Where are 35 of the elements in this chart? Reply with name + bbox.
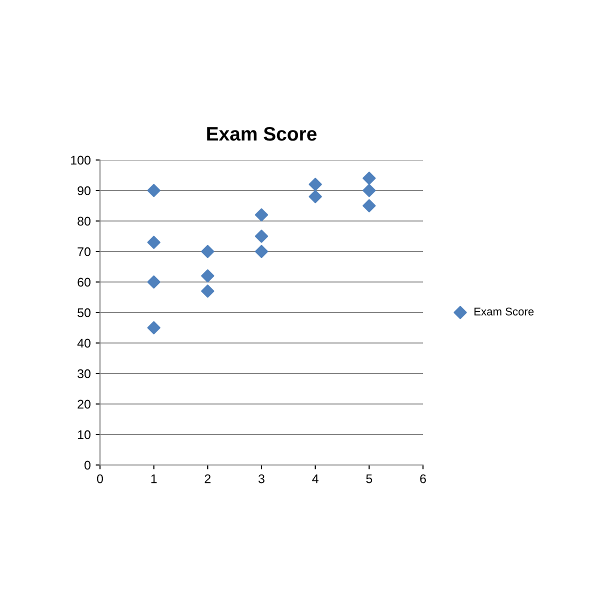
- point: [254, 244, 268, 258]
- point: [147, 321, 160, 334]
- chart-title: Exam Score: [207, 126, 317, 141]
- point: [362, 199, 376, 212]
- y-tick-label: 90: [78, 186, 90, 196]
- point: [308, 178, 322, 191]
- point: [147, 236, 160, 249]
- y-tick-label: 0: [84, 460, 90, 470]
- x-tick-label: 0: [97, 474, 103, 484]
- y-tick-label: 10: [78, 430, 90, 440]
- x-tick-label: 2: [204, 474, 211, 484]
- y-tick-label: 70: [78, 247, 90, 256]
- y-tick-label: 20: [78, 400, 90, 409]
- x-tick-label: 5: [366, 474, 372, 484]
- y-tick-label: 80: [78, 216, 90, 226]
- point: [254, 208, 268, 222]
- y-tick-label: 60: [78, 278, 90, 287]
- point: [362, 172, 376, 185]
- point: [201, 269, 214, 282]
- x-tick-label: 6: [420, 474, 426, 484]
- x-tick-label: 3: [258, 474, 264, 484]
- x-tick-label: 1: [151, 474, 157, 484]
- legend-label: Exam Score: [474, 308, 534, 316]
- y-tick-label: 100: [71, 156, 90, 165]
- y-tick-label: 40: [77, 338, 90, 348]
- point: [362, 184, 376, 198]
- point: [201, 244, 214, 258]
- y-tick-label: 30: [78, 369, 90, 378]
- point: [254, 230, 268, 243]
- x-tick-label: 4: [312, 474, 318, 484]
- point: [147, 275, 160, 289]
- point: [147, 184, 160, 198]
- y-tick-label: 50: [78, 308, 90, 318]
- point: [201, 284, 214, 298]
- point: [308, 190, 322, 204]
